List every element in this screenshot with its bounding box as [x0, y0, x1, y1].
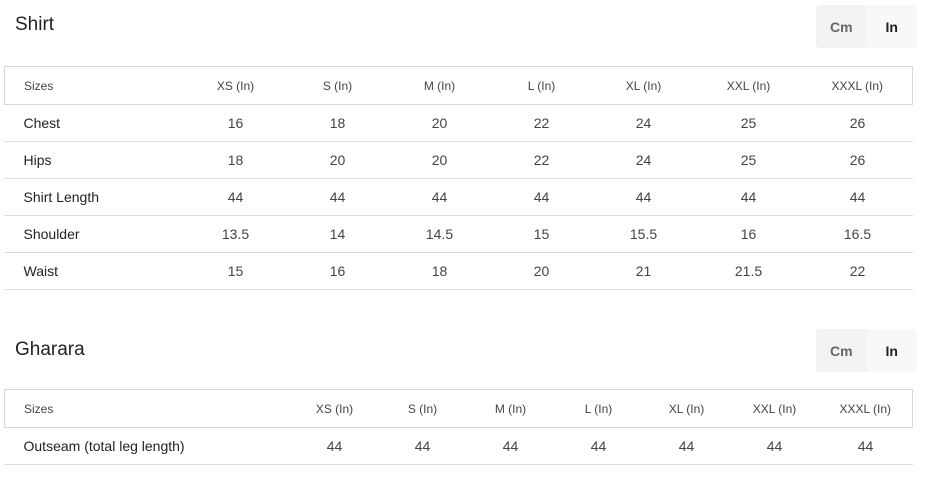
table-cell: 15 — [184, 252, 287, 290]
column-header: XS (In) — [290, 389, 379, 428]
table-cell: 44 — [642, 427, 731, 465]
table-cell: 18 — [388, 252, 491, 290]
in-button[interactable]: In — [866, 5, 917, 48]
table-cell: 15 — [490, 215, 593, 253]
table-header-row: Sizes XS (In) S (In) M (In) L (In) XL (In) XXL… — [4, 66, 913, 105]
column-header: S (In) — [286, 66, 389, 105]
table-cell: 44 — [818, 427, 913, 465]
table-cell: 18 — [184, 141, 287, 179]
column-header: Sizes — [4, 389, 291, 428]
cm-button[interactable]: Cm — [829, 18, 853, 35]
table-cell: 24 — [592, 104, 695, 142]
column-header: XL (In) — [642, 389, 731, 428]
table-header-row: Sizes XS (In) S (In) M (In) L (In) XL (In) XXL… — [4, 389, 913, 428]
table-cell: 26 — [802, 104, 913, 142]
column-header: L (In) — [490, 66, 593, 105]
gharara-unit-toggle[interactable]: Cm In — [816, 329, 917, 372]
column-header: M (In) — [388, 66, 491, 105]
table-cell: 44 — [730, 427, 819, 465]
column-header: XS (In) — [184, 66, 287, 105]
row-label: Shirt Length — [4, 178, 185, 216]
table-cell: 44 — [466, 427, 555, 465]
table-cell: 22 — [802, 252, 913, 290]
table-cell: 26 — [802, 141, 913, 179]
table-cell: 18 — [286, 104, 389, 142]
row-label: Hips — [4, 141, 185, 179]
column-header: XXL (In) — [730, 389, 819, 428]
table-cell: 15.5 — [592, 215, 695, 253]
table-row: Waist 15 16 18 20 21 21.5 22 — [4, 252, 913, 290]
cm-button[interactable]: Cm — [829, 342, 853, 359]
row-label: Chest — [4, 104, 185, 142]
table-cell: 14 — [286, 215, 389, 253]
row-label: Outseam (total leg length) — [4, 427, 291, 465]
column-header: XXXL (In) — [802, 66, 913, 105]
in-button[interactable]: In — [866, 329, 917, 372]
table-cell: 44 — [802, 178, 913, 216]
table-cell: 21.5 — [694, 252, 803, 290]
table-cell: 21 — [592, 252, 695, 290]
shirt-title: Shirt — [15, 14, 55, 35]
table-cell: 44 — [184, 178, 287, 216]
table-cell: 44 — [694, 178, 803, 216]
column-header: M (In) — [466, 389, 555, 428]
table-cell: 16 — [184, 104, 287, 142]
table-row: Hips 18 20 20 22 24 25 26 — [4, 141, 913, 179]
table-cell: 44 — [378, 427, 467, 465]
table-row: Outseam (total leg length) 44 44 44 44 44 44 44 — [4, 427, 913, 465]
column-header: S (In) — [378, 389, 467, 428]
row-label: Shoulder — [4, 215, 185, 253]
table-cell: 16 — [694, 215, 803, 253]
gharara-size-table: Sizes XS (In) S (In) M (In) L (In) XL (In) XXL… — [4, 389, 913, 465]
shirt-size-table: Sizes XS (In) S (In) M (In) L (In) XL (In) XXL… — [4, 66, 913, 290]
table-cell: 24 — [592, 141, 695, 179]
table-cell: 44 — [286, 178, 389, 216]
table-cell: 44 — [290, 427, 379, 465]
table-cell: 20 — [388, 141, 491, 179]
table-row: Shoulder 13.5 14 14.5 15 15.5 16 16.5 — [4, 215, 913, 253]
table-cell: 44 — [592, 178, 695, 216]
table-cell: 20 — [286, 141, 389, 179]
table-cell: 44 — [490, 178, 593, 216]
column-header: XXXL (In) — [818, 389, 913, 428]
table-cell: 13.5 — [184, 215, 287, 253]
table-cell: 20 — [490, 252, 593, 290]
table-cell: 22 — [490, 104, 593, 142]
column-header: XL (In) — [592, 66, 695, 105]
table-cell: 44 — [388, 178, 491, 216]
shirt-unit-toggle[interactable]: Cm In — [816, 5, 917, 48]
table-cell: 14.5 — [388, 215, 491, 253]
row-label: Waist — [4, 252, 185, 290]
table-row: Shirt Length 44 44 44 44 44 44 44 — [4, 178, 913, 216]
column-header: Sizes — [4, 66, 185, 105]
table-cell: 16.5 — [802, 215, 913, 253]
table-cell: 16 — [286, 252, 389, 290]
column-header: L (In) — [554, 389, 643, 428]
table-cell: 22 — [490, 141, 593, 179]
table-cell: 25 — [694, 104, 803, 142]
table-row: Chest 16 18 20 22 24 25 26 — [4, 104, 913, 142]
table-cell: 20 — [388, 104, 491, 142]
gharara-title: Gharara — [15, 339, 85, 360]
column-header: XXL (In) — [694, 66, 803, 105]
table-cell: 44 — [554, 427, 643, 465]
table-cell: 25 — [694, 141, 803, 179]
